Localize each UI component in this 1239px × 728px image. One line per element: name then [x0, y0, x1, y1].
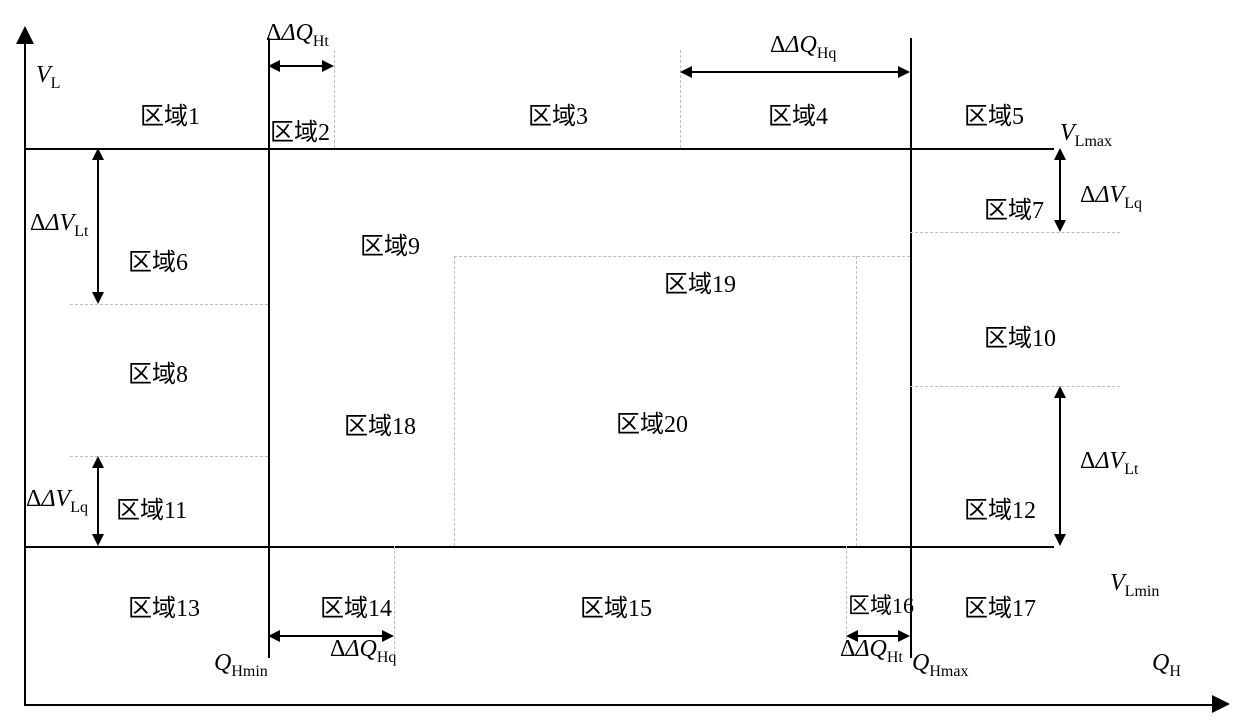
- arrow-dVLt-right-icon: [1050, 386, 1070, 546]
- x-axis: [24, 704, 1216, 706]
- label-dQHt-top: ΔΔQHt: [266, 20, 329, 51]
- dash-dVLq-upper-right: [910, 232, 1120, 233]
- region-20: 区域20: [616, 404, 688, 439]
- region-14: 区域14: [320, 588, 392, 623]
- y-axis-label: VL: [36, 62, 60, 93]
- label-QHmin: QHmin: [214, 650, 268, 681]
- label-VLmax: VLmax: [1060, 120, 1112, 151]
- label-dQHt-bottom: ΔΔQHt: [840, 636, 903, 667]
- dash-dQHq-top-left: [680, 50, 681, 148]
- region-diagram: VL QH VLmax VLmin QHmin QHmax ΔΔQHt ΔΔQH…: [0, 0, 1239, 728]
- line-QHmax: [910, 38, 912, 658]
- region-5: 区域5: [964, 96, 1024, 131]
- label-dVLt-right: ΔΔVLt: [1080, 448, 1138, 479]
- line-VLmin: [24, 546, 1054, 548]
- label-dVLt-left: ΔΔVLt: [30, 210, 88, 241]
- region-11: 区域11: [116, 490, 187, 525]
- region-16: 区域16: [848, 588, 914, 620]
- region-19: 区域19: [664, 264, 736, 299]
- region-17: 区域17: [964, 588, 1036, 623]
- region-12: 区域12: [964, 490, 1036, 525]
- region-4: 区域4: [768, 96, 828, 131]
- y-axis: [24, 38, 26, 704]
- dash-dVLt-upper-left: [70, 304, 268, 305]
- dash-dVLq-lower-left: [70, 456, 268, 457]
- label-dVLq-right: ΔΔVLq: [1080, 182, 1142, 213]
- arrow-dVLq-left-icon: [88, 456, 108, 546]
- region-3: 区域3: [528, 96, 588, 131]
- region-15: 区域15: [580, 588, 652, 623]
- x-axis-label: QH: [1152, 650, 1181, 681]
- region-18: 区域18: [344, 406, 416, 441]
- label-VLmin: VLmin: [1110, 570, 1159, 601]
- region-7: 区域7: [984, 190, 1044, 225]
- arrow-dVLt-left-icon: [88, 148, 108, 304]
- region-8: 区域8: [128, 354, 188, 389]
- arrow-dQHq-top-icon: [680, 62, 910, 82]
- arrow-dVLq-right-icon: [1050, 148, 1070, 232]
- dash-dQHt-right: [334, 50, 335, 148]
- region-2: 区域2: [270, 112, 330, 147]
- arrow-dQHt-top-icon: [268, 56, 334, 76]
- region-1: 区域1: [140, 96, 200, 131]
- dash-dVLt-lower-right: [910, 386, 1120, 387]
- region-10: 区域10: [984, 318, 1056, 353]
- region-13: 区域13: [128, 588, 200, 623]
- label-dQHq-bottom: ΔΔQHq: [330, 636, 396, 667]
- dash-region19-top: [454, 256, 910, 257]
- dash-region19-right-ext: [856, 256, 857, 546]
- region-9: 区域9: [360, 226, 420, 261]
- label-dQHq-top: ΔΔQHq: [770, 32, 836, 63]
- label-dVLq-left: ΔΔVLq: [26, 486, 88, 517]
- label-QHmax: QHmax: [912, 650, 968, 681]
- line-VLmax: [24, 148, 1054, 150]
- region-6: 区域6: [128, 242, 188, 277]
- dash-region20-left: [454, 256, 455, 546]
